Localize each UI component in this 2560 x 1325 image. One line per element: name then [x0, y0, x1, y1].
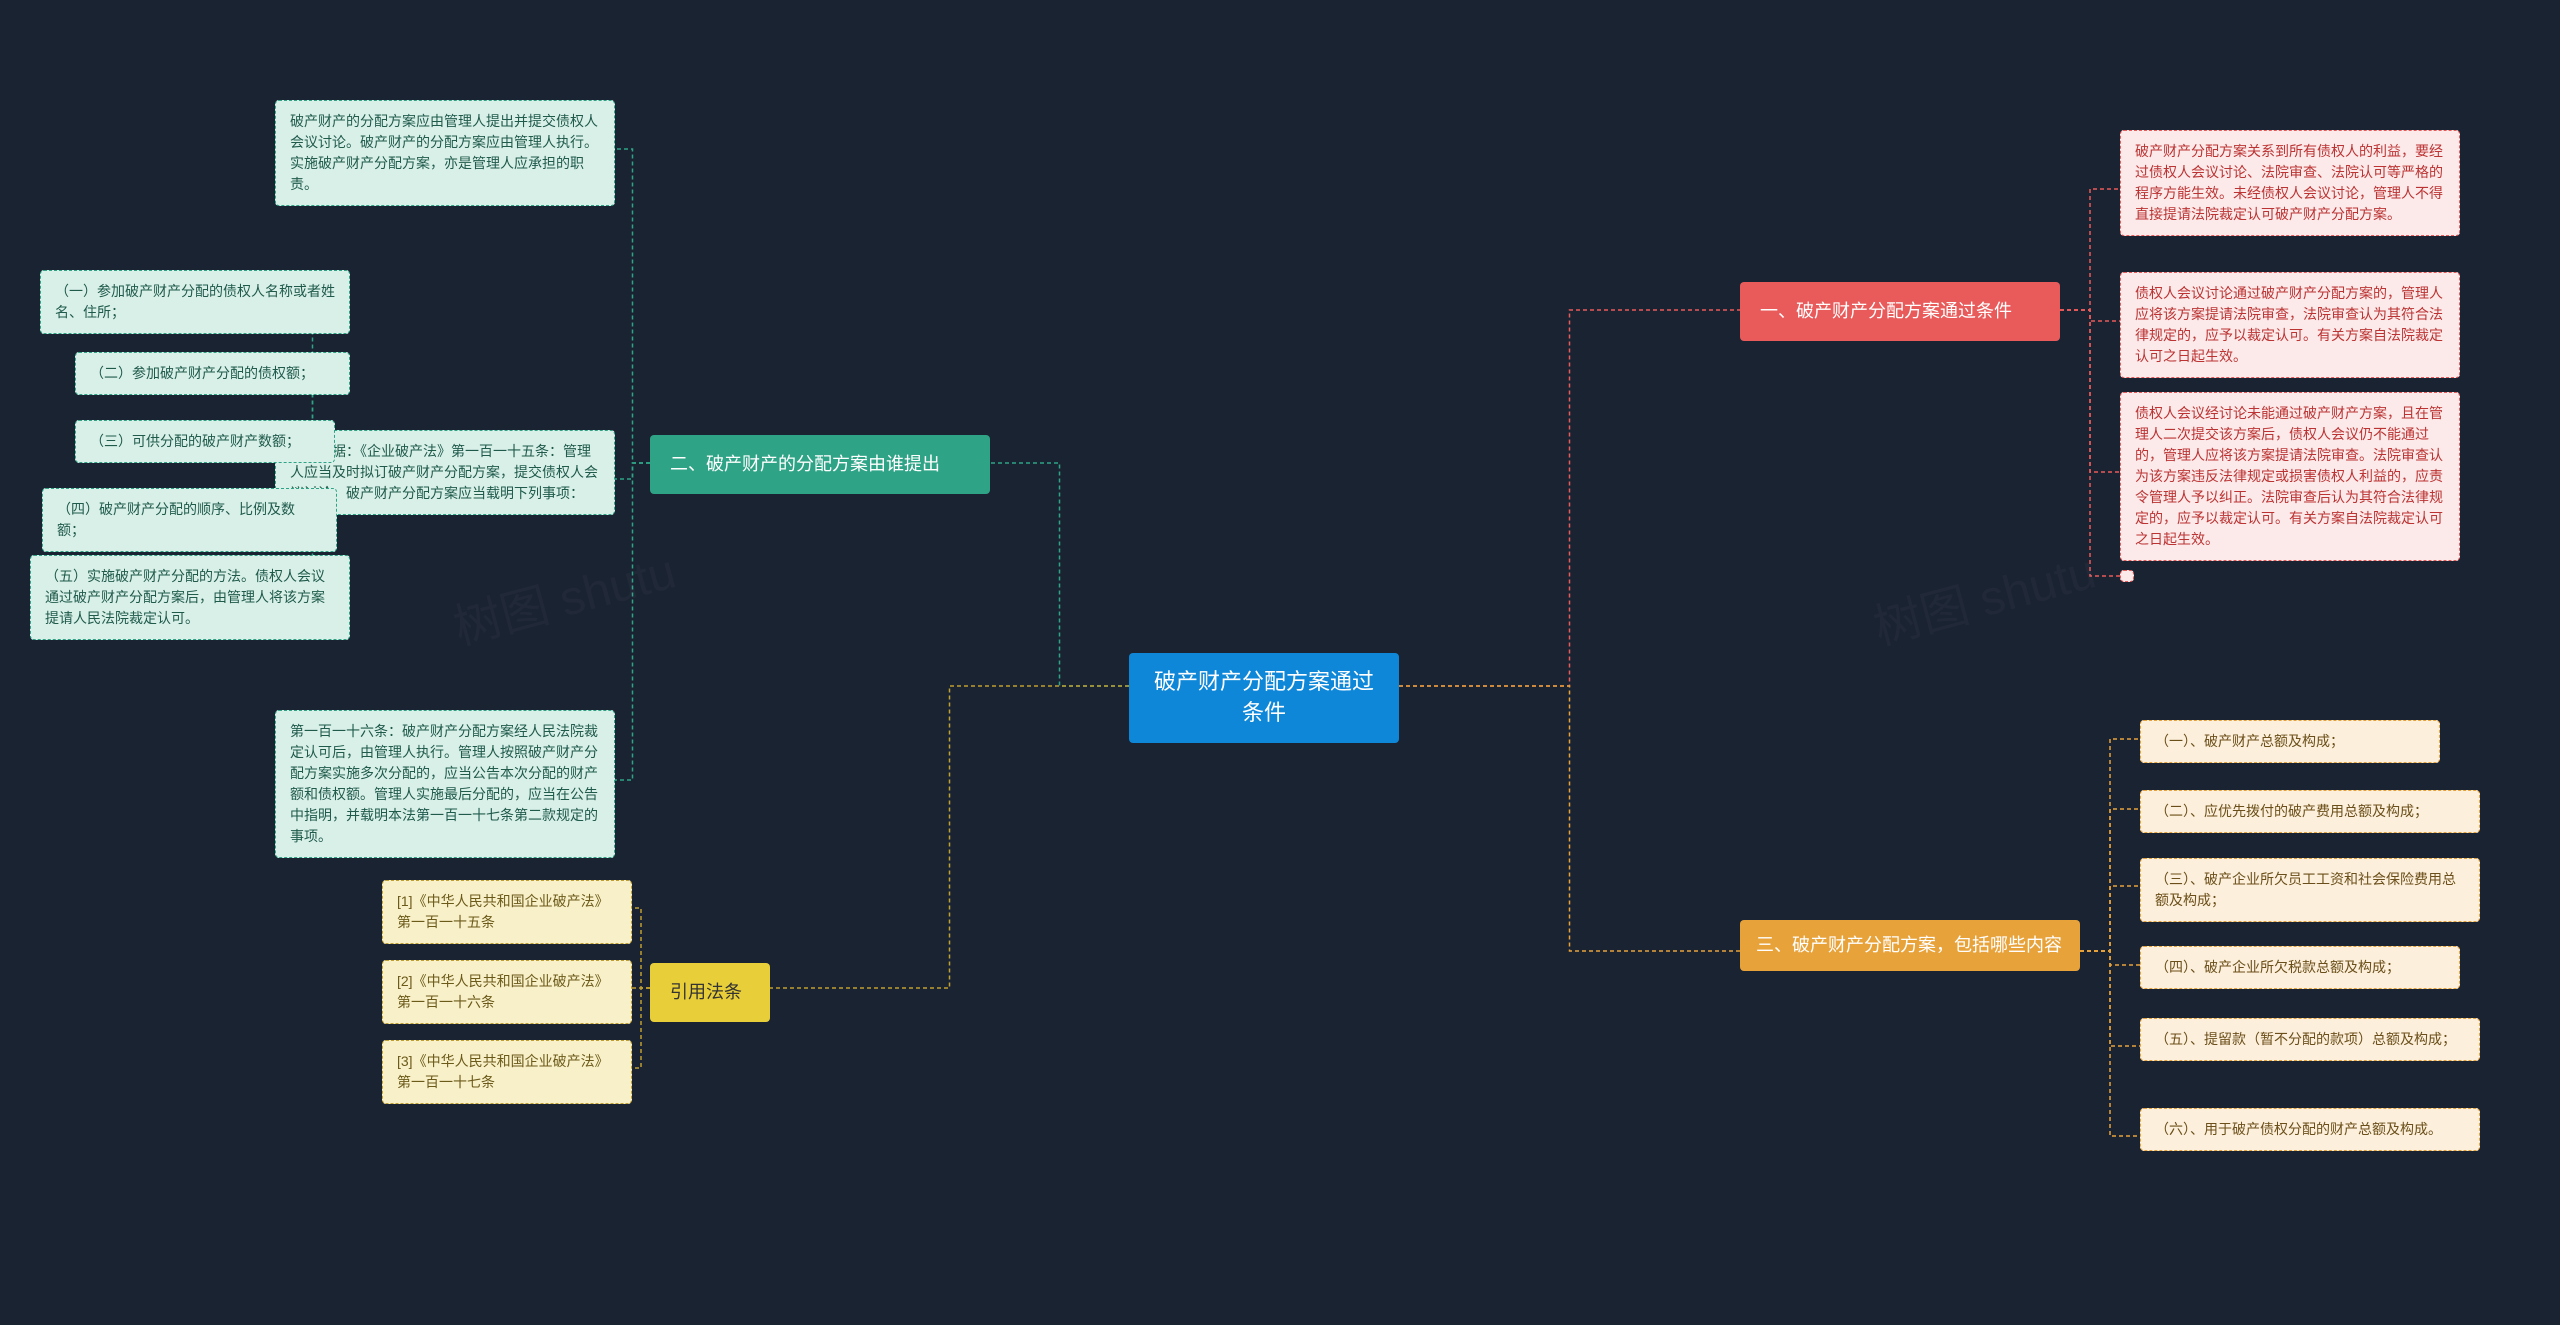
branch-two-leaf: 第一百一十六条：破产财产分配方案经人民法院裁定认可后，由管理人执行。管理人按照破… — [275, 710, 615, 858]
branch-refs-leaf: [1]《中华人民共和国企业破产法》 第一百一十五条 — [382, 880, 632, 944]
branch-three-leaf: （三）、破产企业所欠员工工资和社会保险费用总额及构成； — [2140, 858, 2480, 922]
branch-three-leaf: （二）、应优先拨付的破产费用总额及构成； — [2140, 790, 2480, 833]
branch-three-leaf: （六）、用于破产债权分配的财产总额及构成。 — [2140, 1108, 2480, 1151]
branch-two-subleaf: （一）参加破产财产分配的债权人名称或者姓名、住所； — [40, 270, 350, 334]
branch-one-leaf-empty — [2120, 570, 2134, 582]
branch-two-subleaf: （二）参加破产财产分配的债权额； — [75, 352, 350, 395]
center-node[interactable]: 破产财产分配方案通过条件 — [1129, 653, 1399, 743]
branch-three-leaf: （四）、破产企业所欠税款总额及构成； — [2140, 946, 2460, 989]
branch-one[interactable]: 一、破产财产分配方案通过条件 — [1740, 282, 2060, 341]
branch-one-leaf: 债权人会议讨论通过破产财产分配方案的，管理人应将该方案提请法院审查，法院审查认为… — [2120, 272, 2460, 378]
branch-three[interactable]: 三、破产财产分配方案，包括哪些内容 — [1740, 920, 2080, 971]
branch-two[interactable]: 二、破产财产的分配方案由谁提出 — [650, 435, 990, 494]
watermark: 树图 shutu — [445, 532, 682, 658]
branch-two-subleaf: （四）破产财产分配的顺序、比例及数额； — [42, 488, 337, 552]
branch-one-leaf: 债权人会议经讨论未能通过破产财产方案，且在管理人二次提交该方案后，债权人会议仍不… — [2120, 392, 2460, 561]
branch-two-subleaf: （三）可供分配的破产财产数额； — [75, 420, 335, 463]
branch-two-subleaf: （五）实施破产财产分配的方法。债权人会议通过破产财产分配方案后，由管理人将该方案… — [30, 555, 350, 640]
watermark: 树图 shutu — [1865, 532, 2102, 658]
branch-three-leaf: （一）、破产财产总额及构成； — [2140, 720, 2440, 763]
branch-two-leaf: 破产财产的分配方案应由管理人提出并提交债权人会议讨论。破产财产的分配方案应由管理… — [275, 100, 615, 206]
branch-one-leaf: 破产财产分配方案关系到所有债权人的利益，要经过债权人会议讨论、法院审查、法院认可… — [2120, 130, 2460, 236]
branch-three-leaf: （五）、提留款（暂不分配的款项）总额及构成； — [2140, 1018, 2480, 1061]
branch-refs[interactable]: 引用法条 — [650, 963, 770, 1022]
branch-refs-leaf: [2]《中华人民共和国企业破产法》 第一百一十六条 — [382, 960, 632, 1024]
branch-refs-leaf: [3]《中华人民共和国企业破产法》 第一百一十七条 — [382, 1040, 632, 1104]
